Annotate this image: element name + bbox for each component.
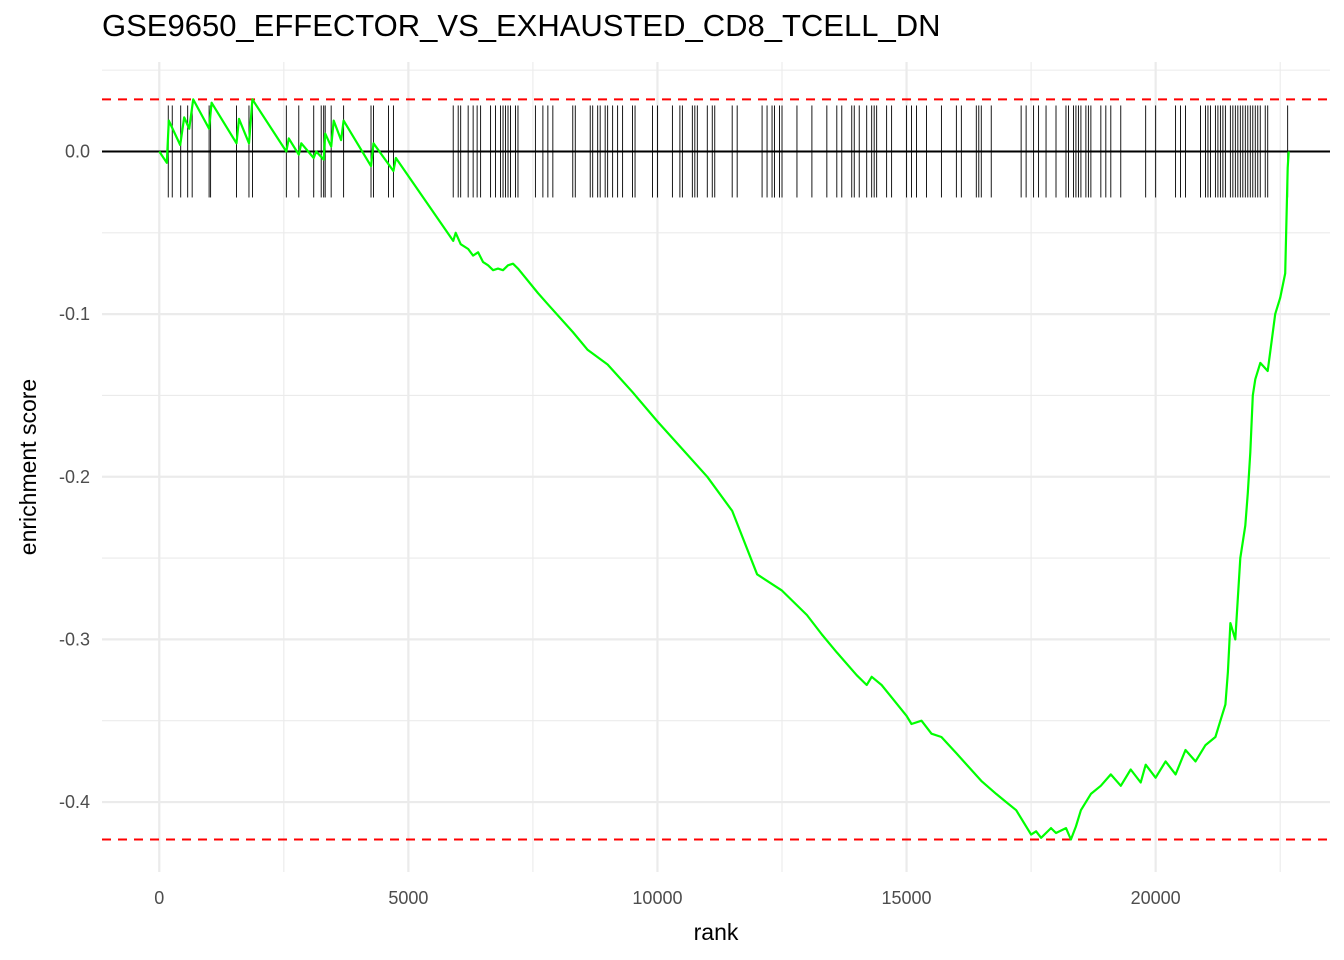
- x-tick-label: 0: [154, 888, 164, 908]
- y-tick-label: -0.1: [59, 304, 90, 324]
- y-axis-title: enrichment score: [15, 379, 41, 555]
- y-tick-label: -0.2: [59, 467, 90, 487]
- x-tick-label: 15000: [882, 888, 932, 908]
- x-tick-label: 10000: [632, 888, 682, 908]
- y-tick-label: 0.0: [65, 141, 90, 161]
- chart-title: GSE9650_EFFECTOR_VS_EXHAUSTED_CD8_TCELL_…: [102, 8, 941, 43]
- tick-layer: 0 5000 10000 15000 20000 0.0 -0.1 -0.2 -0.3 -0.4: [59, 141, 1181, 908]
- y-tick-label: -0.3: [59, 629, 90, 649]
- x-axis-title: rank: [694, 919, 739, 945]
- y-tick-label: -0.4: [59, 792, 90, 812]
- x-tick-label: 5000: [388, 888, 428, 908]
- hit-marks-layer: [167, 105, 1289, 198]
- enrichment-curve: [158, 98, 1290, 841]
- curve-layer: [158, 98, 1290, 841]
- x-tick-label: 20000: [1131, 888, 1181, 908]
- es-bounds-layer: [102, 98, 1330, 841]
